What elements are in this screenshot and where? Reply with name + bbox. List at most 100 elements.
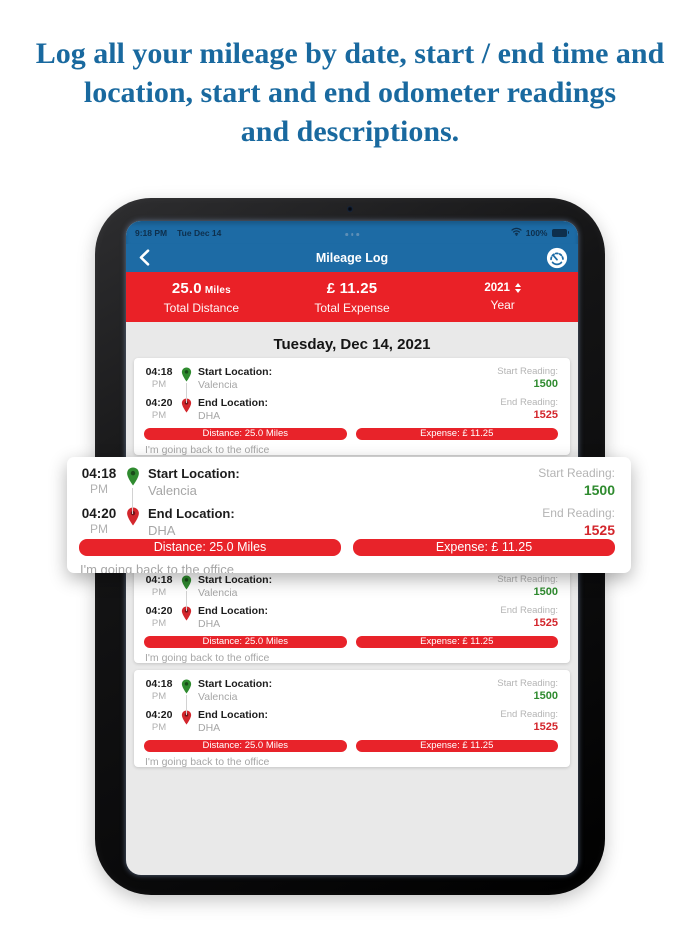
start-location-label: Start Location: (198, 366, 273, 378)
total-expense-summary: £ 11.25 Total Expense (277, 272, 428, 322)
distance-pill: Distance: 25.0 Miles (144, 740, 347, 752)
headline-line-3: and descriptions. (240, 115, 460, 148)
map-pin-start-icon (181, 367, 191, 382)
entry-description: I'm going back to the office (145, 444, 270, 455)
status-left: 9:18 PM Tue Dec 14 (135, 228, 221, 238)
route-connector-line (132, 488, 133, 514)
start-row: 04:18 PM Start Location: Valencia Start … (142, 678, 560, 703)
back-button[interactable] (138, 249, 152, 267)
start-location-label: Start Location: (198, 574, 273, 586)
end-time: 04:20 (145, 709, 173, 721)
end-location-label: End Location: (148, 506, 235, 521)
up-down-arrows-icon (514, 283, 521, 293)
tablet-screen: 9:18 PM Tue Dec 14 100% Mileage Log (126, 221, 578, 875)
end-meridiem: PM (151, 410, 167, 421)
total-distance-unit: Miles (204, 284, 231, 296)
distance-pill: Distance: 25.0 Miles (144, 428, 347, 440)
expense-pill: Expense: £ 11.25 (355, 428, 558, 440)
wifi-icon (511, 227, 522, 238)
start-location-value: Valencia (198, 587, 238, 599)
speedometer-icon[interactable] (546, 247, 568, 269)
year-selector[interactable]: 2021 Year (427, 272, 578, 322)
total-distance-summary: 25.0 Miles Total Distance (126, 272, 277, 322)
app-header: Mileage Log (126, 244, 578, 272)
end-reading-label: End Reading: (500, 605, 558, 616)
end-location-label: End Location: (198, 605, 268, 617)
end-time: 04:20 (145, 605, 173, 617)
start-time: 04:18 (81, 466, 117, 481)
start-reading-value: 1500 (533, 378, 558, 390)
total-expense-value: £ 11.25 (326, 279, 378, 297)
camera-dot (347, 206, 353, 212)
total-distance-label: Total Distance (163, 300, 240, 315)
end-meridiem: PM (90, 522, 108, 536)
mileage-entry-card[interactable]: 04:18 PM Start Location: Valencia Start … (134, 358, 570, 455)
end-reading-value: 1525 (533, 617, 558, 629)
end-reading-value: 1525 (533, 409, 558, 421)
start-row: 04:18 PM Start Location: Valencia Start … (77, 466, 617, 498)
expense-pill: Expense: £ 11.25 (353, 539, 615, 556)
expense-pill: Expense: £ 11.25 (355, 740, 558, 752)
total-distance-value: 25.0 (171, 279, 202, 297)
status-bar: 9:18 PM Tue Dec 14 100% (126, 221, 578, 244)
headline-line-2: location, start and end odometer reading… (83, 76, 617, 109)
page-headline: Log all your mileage by date, start / en… (0, 34, 700, 151)
end-location-value: DHA (148, 523, 176, 538)
start-location-value: Valencia (198, 691, 238, 703)
end-location-label: End Location: (198, 397, 268, 409)
start-row: 04:18 PM Start Location: Valencia Start … (142, 574, 560, 599)
start-reading-value: 1500 (583, 482, 615, 498)
start-location-value: Valencia (198, 379, 238, 391)
end-row: 04:20 PM End Location: DHA End Reading: … (142, 709, 560, 734)
end-location-value: DHA (198, 618, 221, 630)
start-meridiem: PM (151, 379, 167, 390)
multitask-dots-icon (345, 233, 359, 236)
end-row: 04:20 PM End Location: DHA End Reading: … (142, 397, 560, 422)
end-time: 04:20 (145, 397, 173, 409)
end-reading-label: End Reading: (500, 397, 558, 408)
distance-pill: Distance: 25.0 Miles (79, 539, 341, 556)
status-time: 9:18 PM (135, 227, 168, 238)
summary-bar: 25.0 Miles Total Distance £ 11.25 Total E… (126, 272, 578, 322)
end-row: 04:20 PM End Location: DHA End Reading: … (77, 506, 617, 538)
start-reading-value: 1500 (533, 690, 558, 702)
metrics-row: Distance: 25.0 Miles Expense: £ 11.25 (142, 740, 560, 752)
entry-description: I'm going back to the office (145, 652, 270, 663)
distance-pill: Distance: 25.0 Miles (144, 636, 347, 648)
start-location-value: Valencia (148, 483, 197, 498)
end-meridiem: PM (151, 618, 167, 629)
metrics-row: Distance: 25.0 Miles Expense: £ 11.25 (142, 428, 560, 440)
entry-description: I'm going back to the office (145, 756, 270, 767)
end-time: 04:20 (81, 506, 117, 521)
end-reading-label: End Reading: (500, 709, 558, 720)
start-time: 04:18 (145, 678, 173, 690)
entry-description: I'm going back to the office (80, 562, 235, 573)
magnified-entry-overlay: 04:18 PM Start Location: Valencia Start … (67, 457, 631, 573)
end-reading-label: End Reading: (542, 506, 615, 520)
status-right: 100% (511, 227, 569, 238)
start-reading-label: Start Reading: (497, 678, 558, 689)
expense-pill: Expense: £ 11.25 (355, 636, 558, 648)
end-row: 04:20 PM End Location: DHA End Reading: … (142, 605, 560, 630)
metrics-row: Distance: 25.0 Miles Expense: £ 11.25 (77, 539, 617, 556)
end-reading-value: 1525 (533, 721, 558, 733)
page-title: Mileage Log (315, 251, 389, 265)
mileage-entry-card[interactable]: 04:18 PM Start Location: Valencia Start … (134, 566, 570, 663)
mileage-entry-card[interactable]: 04:18 PM Start Location: Valencia Start … (67, 457, 631, 573)
metrics-row: Distance: 25.0 Miles Expense: £ 11.25 (142, 636, 560, 648)
start-location-label: Start Location: (198, 678, 273, 690)
start-row: 04:18 PM Start Location: Valencia Start … (142, 366, 560, 391)
route-connector-line (185, 383, 187, 403)
mileage-list-area: Tuesday, Dec 14, 2021 04:18 PM Start Loc… (126, 322, 578, 875)
map-pin-start-icon (126, 467, 139, 486)
map-pin-start-icon (181, 679, 191, 694)
year-label: Year (490, 298, 515, 312)
battery-percent: 100% (525, 227, 548, 238)
start-reading-value: 1500 (533, 586, 558, 598)
year-value: 2021 (484, 282, 510, 294)
start-reading-label: Start Reading: (497, 366, 558, 377)
mileage-entry-card[interactable]: 04:18 PM Start Location: Valencia Start … (134, 670, 570, 767)
start-time: 04:18 (145, 366, 173, 378)
total-expense-label: Total Expense (314, 300, 390, 315)
